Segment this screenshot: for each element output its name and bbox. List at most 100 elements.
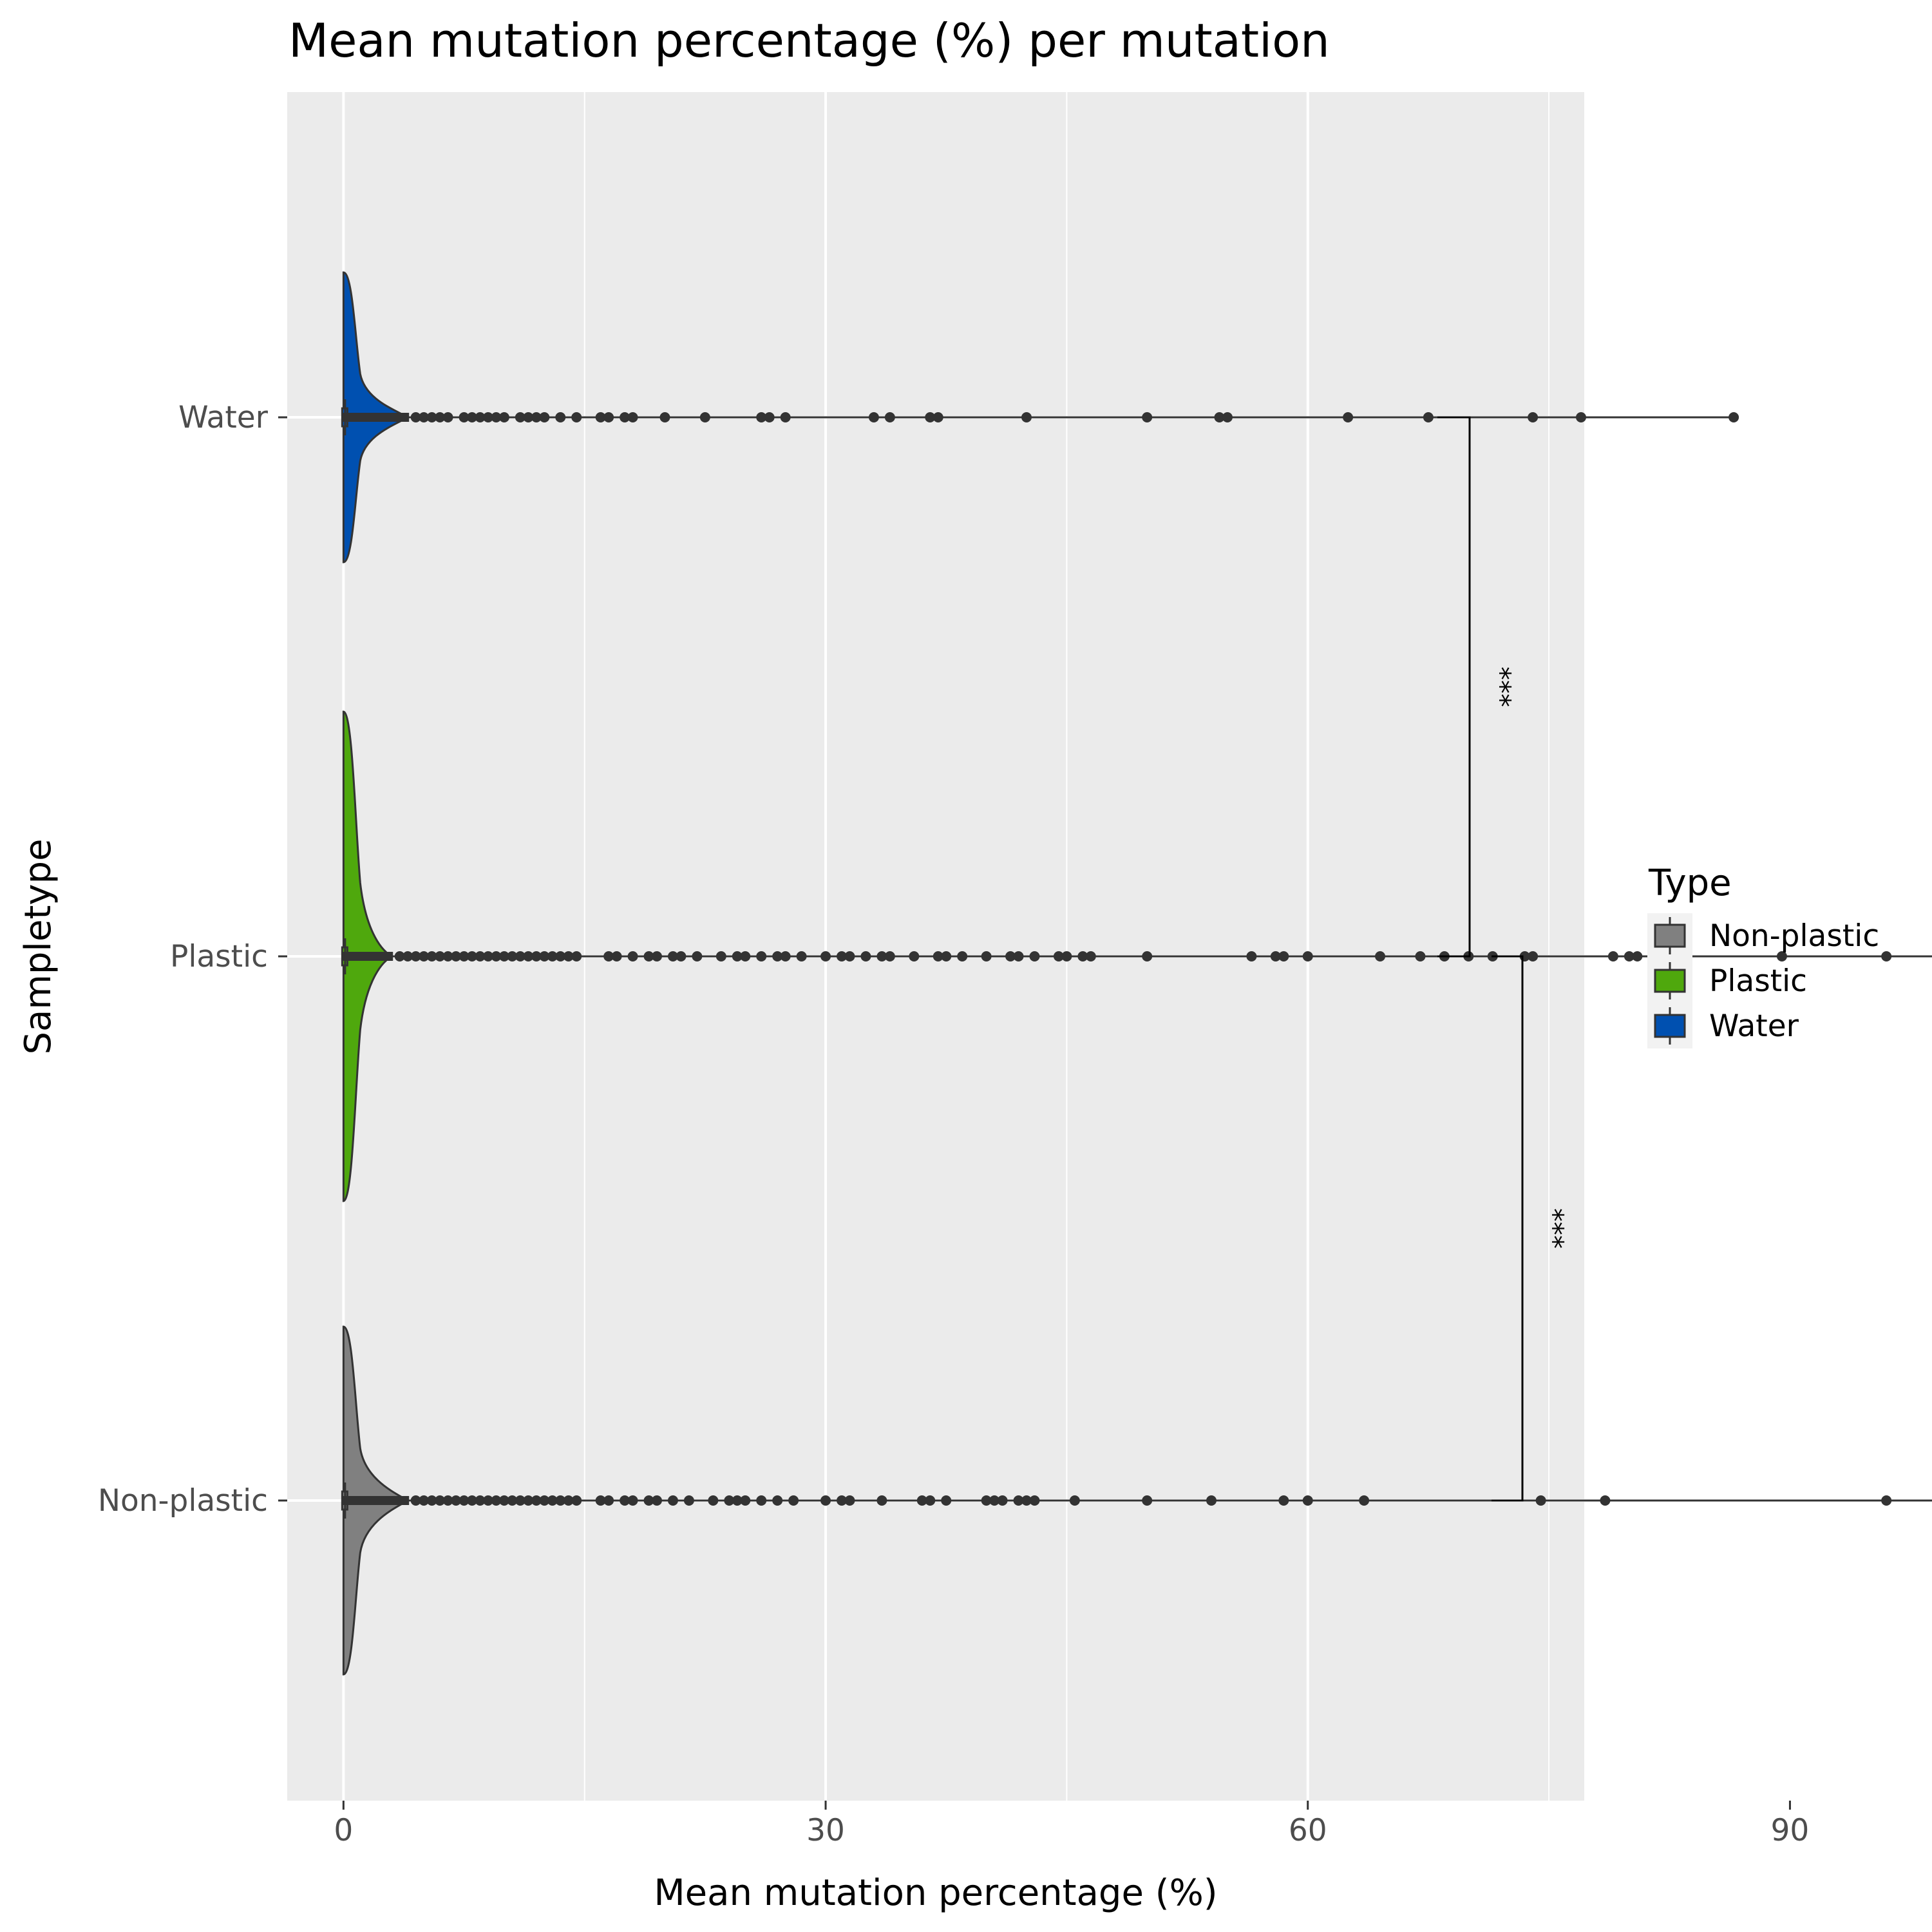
x-axis-title: Mean mutation percentage (%) bbox=[654, 1872, 1217, 1914]
point-non-plastic bbox=[876, 1495, 887, 1506]
point-water bbox=[475, 412, 486, 422]
point-water bbox=[756, 412, 767, 422]
point-water bbox=[884, 412, 895, 422]
point-non-plastic bbox=[426, 1495, 437, 1506]
y-tick-label: Non-plastic bbox=[98, 1483, 268, 1519]
point-cluster-water bbox=[342, 413, 410, 422]
point-non-plastic bbox=[410, 1495, 421, 1506]
chart-title: Mean mutation percentage (%) per mutatio… bbox=[289, 14, 1330, 68]
point-water bbox=[933, 412, 943, 422]
point-water bbox=[620, 412, 630, 422]
point-water bbox=[1214, 412, 1225, 422]
x-tick-label: 60 bbox=[1289, 1813, 1327, 1848]
point-cluster-plastic bbox=[342, 952, 393, 961]
point-plastic bbox=[692, 951, 703, 961]
point-non-plastic bbox=[837, 1495, 848, 1506]
point-water bbox=[515, 412, 526, 422]
point-plastic bbox=[611, 951, 622, 961]
point-non-plastic bbox=[627, 1495, 638, 1506]
point-plastic bbox=[523, 951, 534, 961]
point-plastic bbox=[394, 951, 405, 961]
point-non-plastic bbox=[498, 1495, 509, 1506]
point-plastic bbox=[981, 951, 992, 961]
point-cluster-non-plastic bbox=[342, 1496, 410, 1505]
point-plastic bbox=[837, 951, 848, 961]
point-plastic bbox=[796, 951, 807, 961]
point-plastic bbox=[933, 951, 943, 961]
point-plastic bbox=[772, 951, 783, 961]
point-water bbox=[1343, 412, 1354, 422]
point-non-plastic bbox=[555, 1495, 566, 1506]
point-plastic bbox=[1881, 951, 1892, 961]
point-non-plastic bbox=[523, 1495, 534, 1506]
point-water bbox=[459, 412, 469, 422]
point-non-plastic bbox=[491, 1495, 502, 1506]
point-plastic bbox=[475, 951, 486, 961]
point-water bbox=[467, 412, 478, 422]
y-tick-label: Plastic bbox=[170, 939, 268, 974]
point-non-plastic bbox=[1359, 1495, 1370, 1506]
point-plastic bbox=[1029, 951, 1040, 961]
point-non-plastic bbox=[788, 1495, 799, 1506]
point-non-plastic bbox=[1535, 1495, 1546, 1506]
point-water bbox=[498, 412, 509, 422]
point-plastic bbox=[1005, 951, 1016, 961]
point-water bbox=[1142, 412, 1153, 422]
point-plastic bbox=[507, 951, 518, 961]
point-water bbox=[1728, 412, 1739, 422]
point-non-plastic bbox=[1206, 1495, 1217, 1506]
point-plastic bbox=[563, 951, 574, 961]
point-non-plastic bbox=[652, 1495, 663, 1506]
point-non-plastic bbox=[1881, 1495, 1892, 1506]
point-non-plastic bbox=[475, 1495, 486, 1506]
point-plastic bbox=[459, 951, 469, 961]
point-water bbox=[1222, 412, 1233, 422]
point-non-plastic bbox=[981, 1495, 992, 1506]
point-plastic bbox=[426, 951, 437, 961]
point-water bbox=[1021, 412, 1032, 422]
point-water bbox=[627, 412, 638, 422]
y-tick-label: Water bbox=[178, 400, 269, 435]
point-non-plastic bbox=[1029, 1495, 1040, 1506]
point-plastic bbox=[884, 951, 895, 961]
outlier-points bbox=[394, 412, 1892, 1506]
sig-plastic-nonplastic-bracket bbox=[1492, 955, 1524, 1502]
legend-title: Type bbox=[1648, 862, 1732, 904]
point-plastic bbox=[442, 951, 453, 961]
point-non-plastic bbox=[1142, 1495, 1153, 1506]
point-plastic bbox=[1624, 951, 1634, 961]
point-plastic bbox=[860, 951, 871, 961]
point-non-plastic bbox=[724, 1495, 735, 1506]
point-plastic bbox=[515, 951, 526, 961]
axes: 0 30 60 90 Non-plastic Plastic Water bbox=[98, 400, 1810, 1848]
point-non-plastic bbox=[547, 1495, 558, 1506]
sig-plastic-nonplastic-label: *** bbox=[1538, 1208, 1569, 1249]
point-water bbox=[523, 412, 534, 422]
point-plastic bbox=[402, 951, 413, 961]
point-water bbox=[603, 412, 614, 422]
point-non-plastic bbox=[467, 1495, 478, 1506]
point-plastic bbox=[1077, 951, 1088, 961]
point-non-plastic bbox=[571, 1495, 582, 1506]
point-non-plastic bbox=[844, 1495, 855, 1506]
point-water bbox=[539, 412, 550, 422]
point-non-plastic bbox=[419, 1495, 430, 1506]
point-water bbox=[435, 412, 446, 422]
point-plastic bbox=[732, 951, 743, 961]
sig-water-plastic-bracket bbox=[1437, 416, 1471, 958]
point-plastic bbox=[780, 951, 791, 961]
point-plastic bbox=[498, 951, 509, 961]
point-plastic bbox=[1607, 951, 1618, 961]
plot-background bbox=[287, 92, 1584, 1801]
point-plastic bbox=[1270, 951, 1281, 961]
point-plastic bbox=[1053, 951, 1064, 961]
x-tick-label: 0 bbox=[334, 1813, 353, 1848]
point-non-plastic bbox=[732, 1495, 743, 1506]
point-non-plastic bbox=[667, 1495, 678, 1506]
point-plastic bbox=[1415, 951, 1426, 961]
point-water bbox=[1576, 412, 1587, 422]
x-tick-label: 30 bbox=[806, 1813, 845, 1848]
point-non-plastic bbox=[925, 1495, 936, 1506]
point-plastic bbox=[1375, 951, 1386, 961]
legend-key-swatch bbox=[1654, 1014, 1686, 1038]
